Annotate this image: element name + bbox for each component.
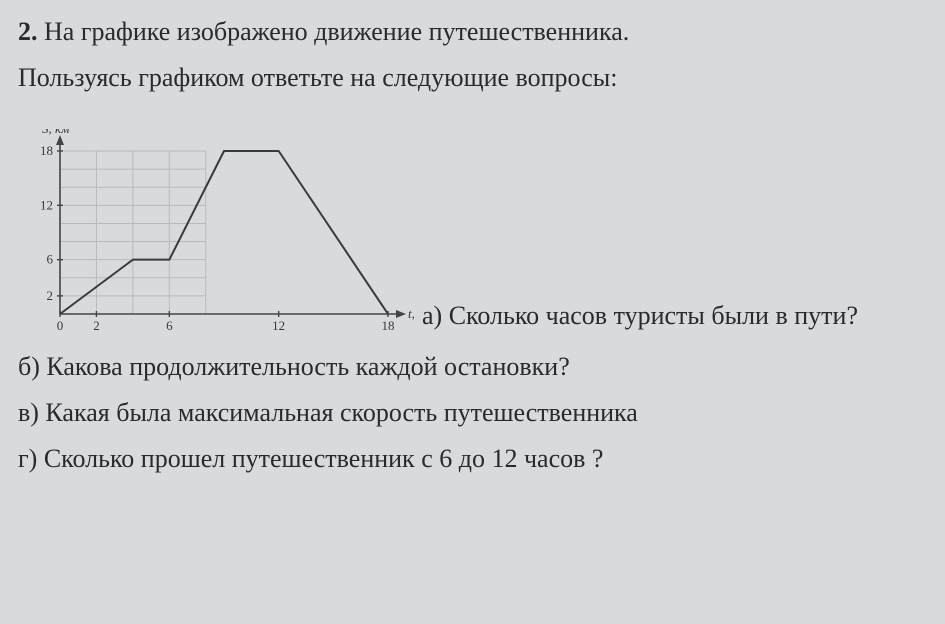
question-b: б) Какова продолжительность каждой остан… <box>18 347 927 387</box>
chart-row: 2 6 12 18 0 2 6 12 18 S, км t, ч а) Сколько часов … <box>18 129 927 339</box>
svg-text:6: 6 <box>166 318 173 333</box>
chart: 2 6 12 18 0 2 6 12 18 S, км t, ч <box>18 129 418 339</box>
svg-text:2: 2 <box>93 318 100 333</box>
svg-text:2: 2 <box>47 287 54 302</box>
questions-block: б) Какова продолжительность каждой остан… <box>18 347 927 480</box>
svg-text:12: 12 <box>40 197 53 212</box>
svg-text:6: 6 <box>47 251 54 266</box>
svg-text:0: 0 <box>57 318 64 333</box>
page: 2. На графике изображено движение путеше… <box>0 0 945 479</box>
question-a: а) Сколько часов туристы были в пути? <box>422 296 858 338</box>
intro-line-1: 2. На графике изображено движение путеше… <box>18 12 927 52</box>
question-c: в) Какая была максимальная скорость путе… <box>18 393 927 433</box>
problem-number: 2. <box>18 17 38 46</box>
svg-text:18: 18 <box>382 318 395 333</box>
intro-line-2: Пользуясь графиком ответьте на следующие… <box>18 58 927 98</box>
svg-text:12: 12 <box>272 318 285 333</box>
intro-text-1: На графике изображено движение путешеств… <box>44 17 629 46</box>
svg-text:t, ч: t, ч <box>408 306 418 321</box>
svg-text:S, км: S, км <box>42 129 69 136</box>
chart-svg: 2 6 12 18 0 2 6 12 18 S, км t, ч <box>18 129 418 339</box>
svg-text:18: 18 <box>40 143 53 158</box>
question-d: г) Сколько прошел путешественник с 6 до … <box>18 439 927 479</box>
